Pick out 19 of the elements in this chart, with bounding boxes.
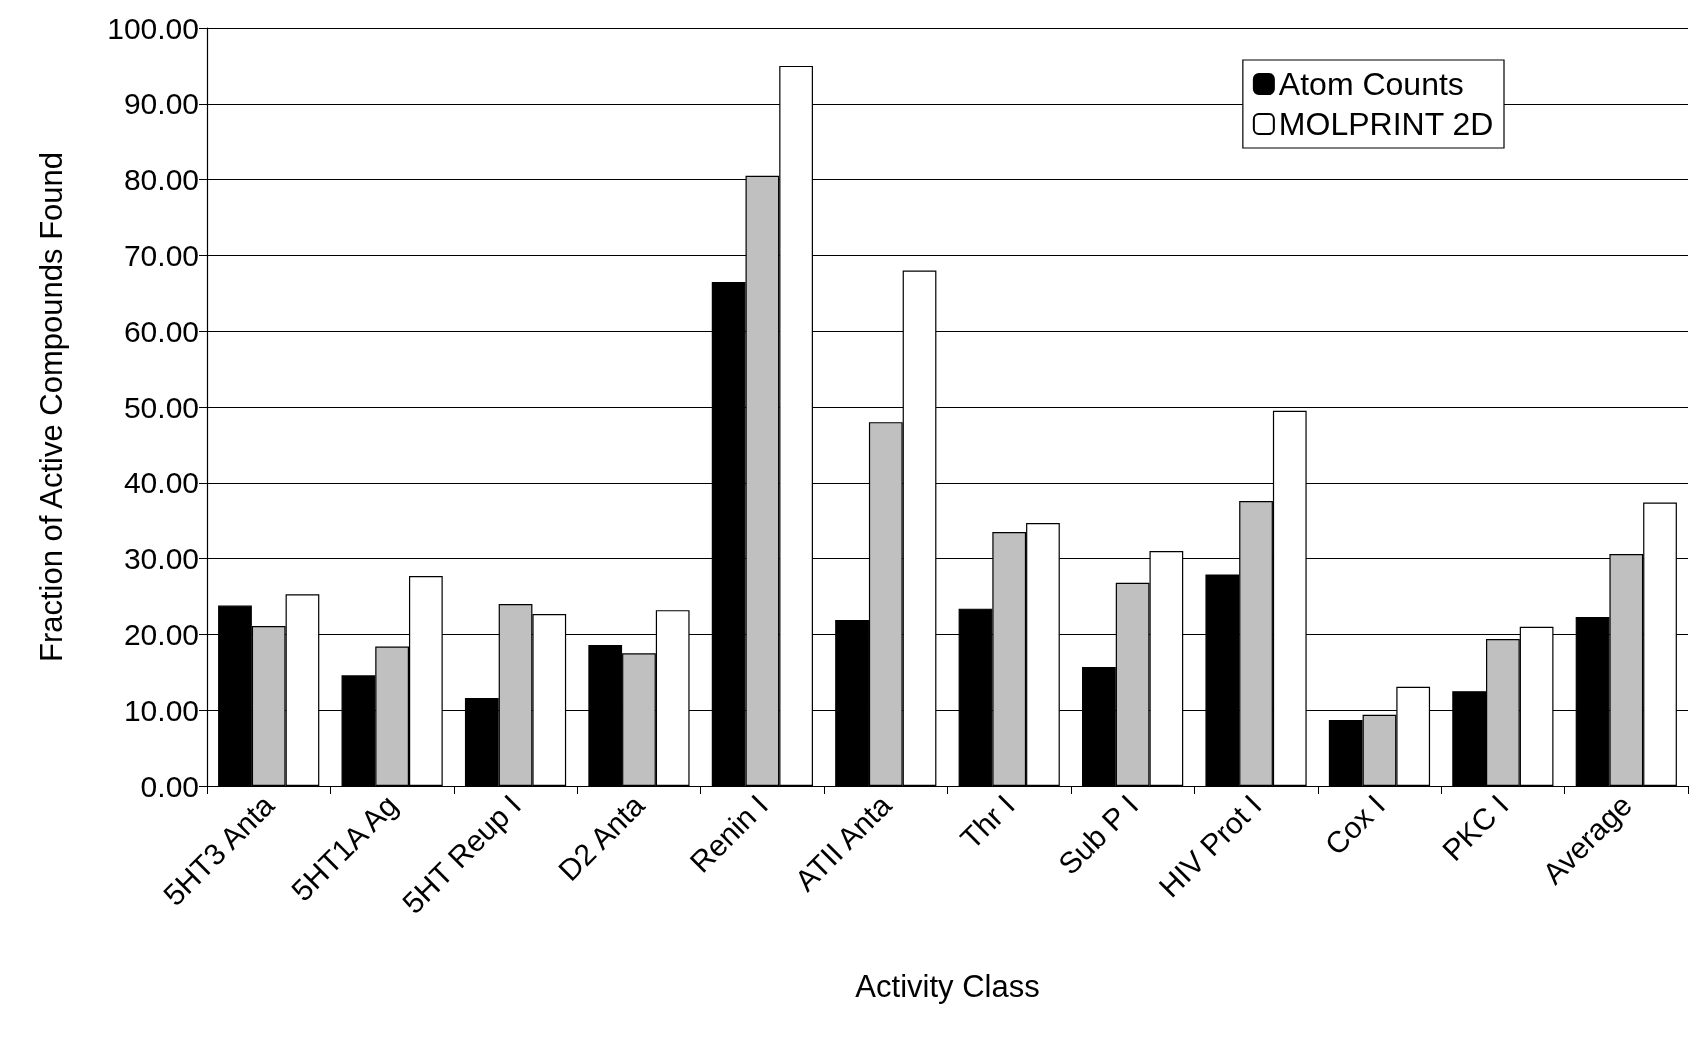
y-tick-label: 80.00 [123,163,199,197]
y-tick-label: 60.00 [123,314,199,348]
y-tick-label: 10.00 [123,693,199,727]
y-tick-label: 30.00 [123,542,199,576]
legend-label: Atom Counts [1278,66,1464,102]
x-tick-label: Sub P I [1051,788,1145,881]
x-axis-title: Activity Class [855,969,1040,1004]
x-tick-label: Cox I [1318,788,1392,862]
x-tick-label: HIV Prot I [1152,788,1268,904]
y-tick-label: 40.00 [123,466,199,500]
y-tick-label: 70.00 [123,238,199,272]
y-tick-label: 100.00 [107,11,199,45]
legend-label: MOLPRINT 2D [1278,106,1494,142]
y-tick-label: 50.00 [123,390,199,424]
y-tick-label: 20.00 [123,617,199,651]
y-axis-title: Fraction of Active Compounds Found [34,151,69,663]
y-tick-label: 0.00 [140,769,199,803]
y-tick-label: 90.00 [123,87,199,121]
x-tick-label: Thr I [953,788,1021,856]
